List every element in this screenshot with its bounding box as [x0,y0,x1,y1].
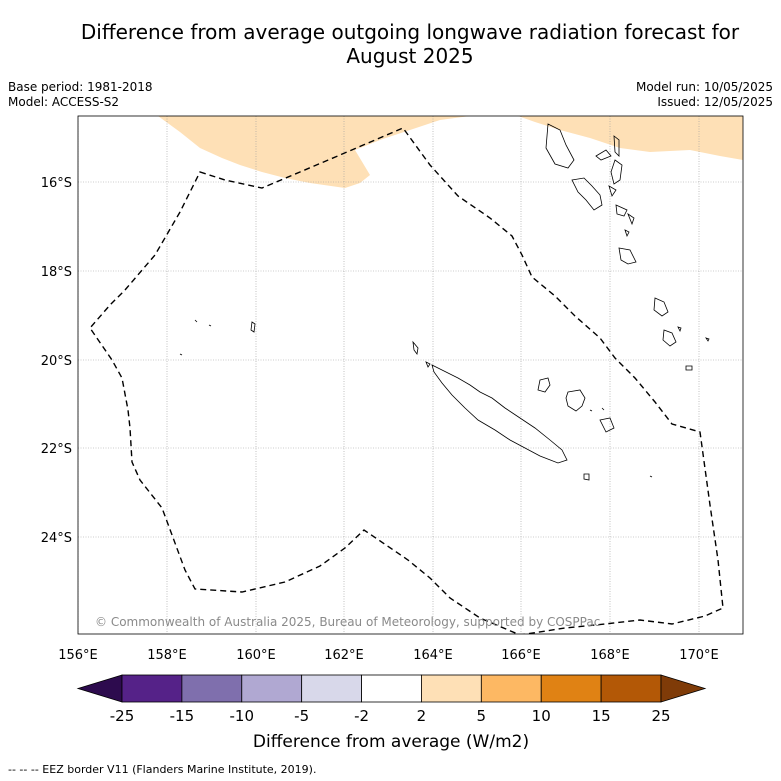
lat-tick-18: 18°S [41,265,72,280]
lat-tick-labels: 16°S 18°S 20°S 22°S 24°S [41,176,72,546]
colorbar-tick-1: -15 [170,707,195,725]
colorbar-tick-9: 25 [651,707,670,725]
lat-tick-20: 20°S [41,354,72,369]
lon-tick-156: 156°E [58,648,98,663]
gridlines [78,116,743,634]
colorbar-segment-8 [600,674,662,703]
colorbar-tick-5: 2 [417,707,427,725]
colorbar-tick-3: -5 [294,707,309,725]
colorbar-segment-1 [181,674,243,703]
lat-tick-16: 16°S [41,176,72,191]
colorbar-tick-2: -10 [230,707,255,725]
eez-legend-footnote: -- -- -- EEZ border V11 (Flanders Marine… [8,763,317,776]
coastlines [179,123,710,481]
colorbar-segment-5 [421,674,482,703]
lon-tick-160: 160°E [236,648,276,663]
copyright-text: © Commonwealth of Australia 2025, Bureau… [95,615,600,629]
base-period: Base period: 1981-2018 [8,80,153,94]
lat-tick-24: 24°S [41,531,72,546]
colorbar-segment-6 [480,674,542,703]
colorbar-extend-low [76,674,123,703]
colorbar-tick-6: 5 [477,707,487,725]
lon-tick-162: 162°E [324,648,364,663]
anomaly-area-northeast [518,116,743,160]
model-run: Model run: 10/05/2025 [635,80,773,94]
colorbar-tick-7: 10 [532,707,551,725]
colorbar-segment-3 [301,674,362,703]
colorbar-segment-4 [361,674,422,703]
colorbar-segment-2 [241,674,303,703]
colorbar-segment-7 [540,674,602,703]
lon-tick-168: 168°E [590,648,630,663]
map-title-line1: Difference from average outgoing longwav… [80,20,740,44]
anomaly-area-north [158,116,470,188]
lon-tick-170: 170°E [679,648,719,663]
colorbar-tick-0: -25 [110,707,135,725]
colorbar-tick-labels: -25 -15 -10 -5 -2 2 5 10 15 25 [110,707,671,725]
colorbar-title: Difference from average (W/m2) [253,732,529,752]
map-frame [77,115,744,635]
issued-date: Issued: 12/05/2025 [657,95,773,109]
colorbar-extend-high [660,674,707,703]
lon-tick-166: 166°E [501,648,541,663]
map-title-line2: August 2025 [346,44,474,68]
model-name: Model: ACCESS-S2 [8,95,120,109]
colorbar [76,674,707,703]
new-caledonia-coast [431,364,568,464]
lon-tick-164: 164°E [413,648,453,663]
map-area: © Commonwealth of Australia 2025, Bureau… [78,116,743,634]
colorbar-tick-4: -2 [354,707,369,725]
meta-right: Model run: 10/05/2025 Issued: 12/05/2025 [636,80,773,110]
colorbar-tick-8: 15 [592,707,611,725]
colorbar-segment-0 [121,674,183,703]
lon-tick-labels: 156°E 158°E 160°E 162°E 164°E 166°E 168°… [58,648,719,663]
lat-tick-22: 22°S [41,442,72,457]
lon-tick-158: 158°E [147,648,187,663]
meta-left: Base period: 1981-2018 Model: ACCESS-S2 [8,80,153,110]
eez-border [89,127,724,634]
